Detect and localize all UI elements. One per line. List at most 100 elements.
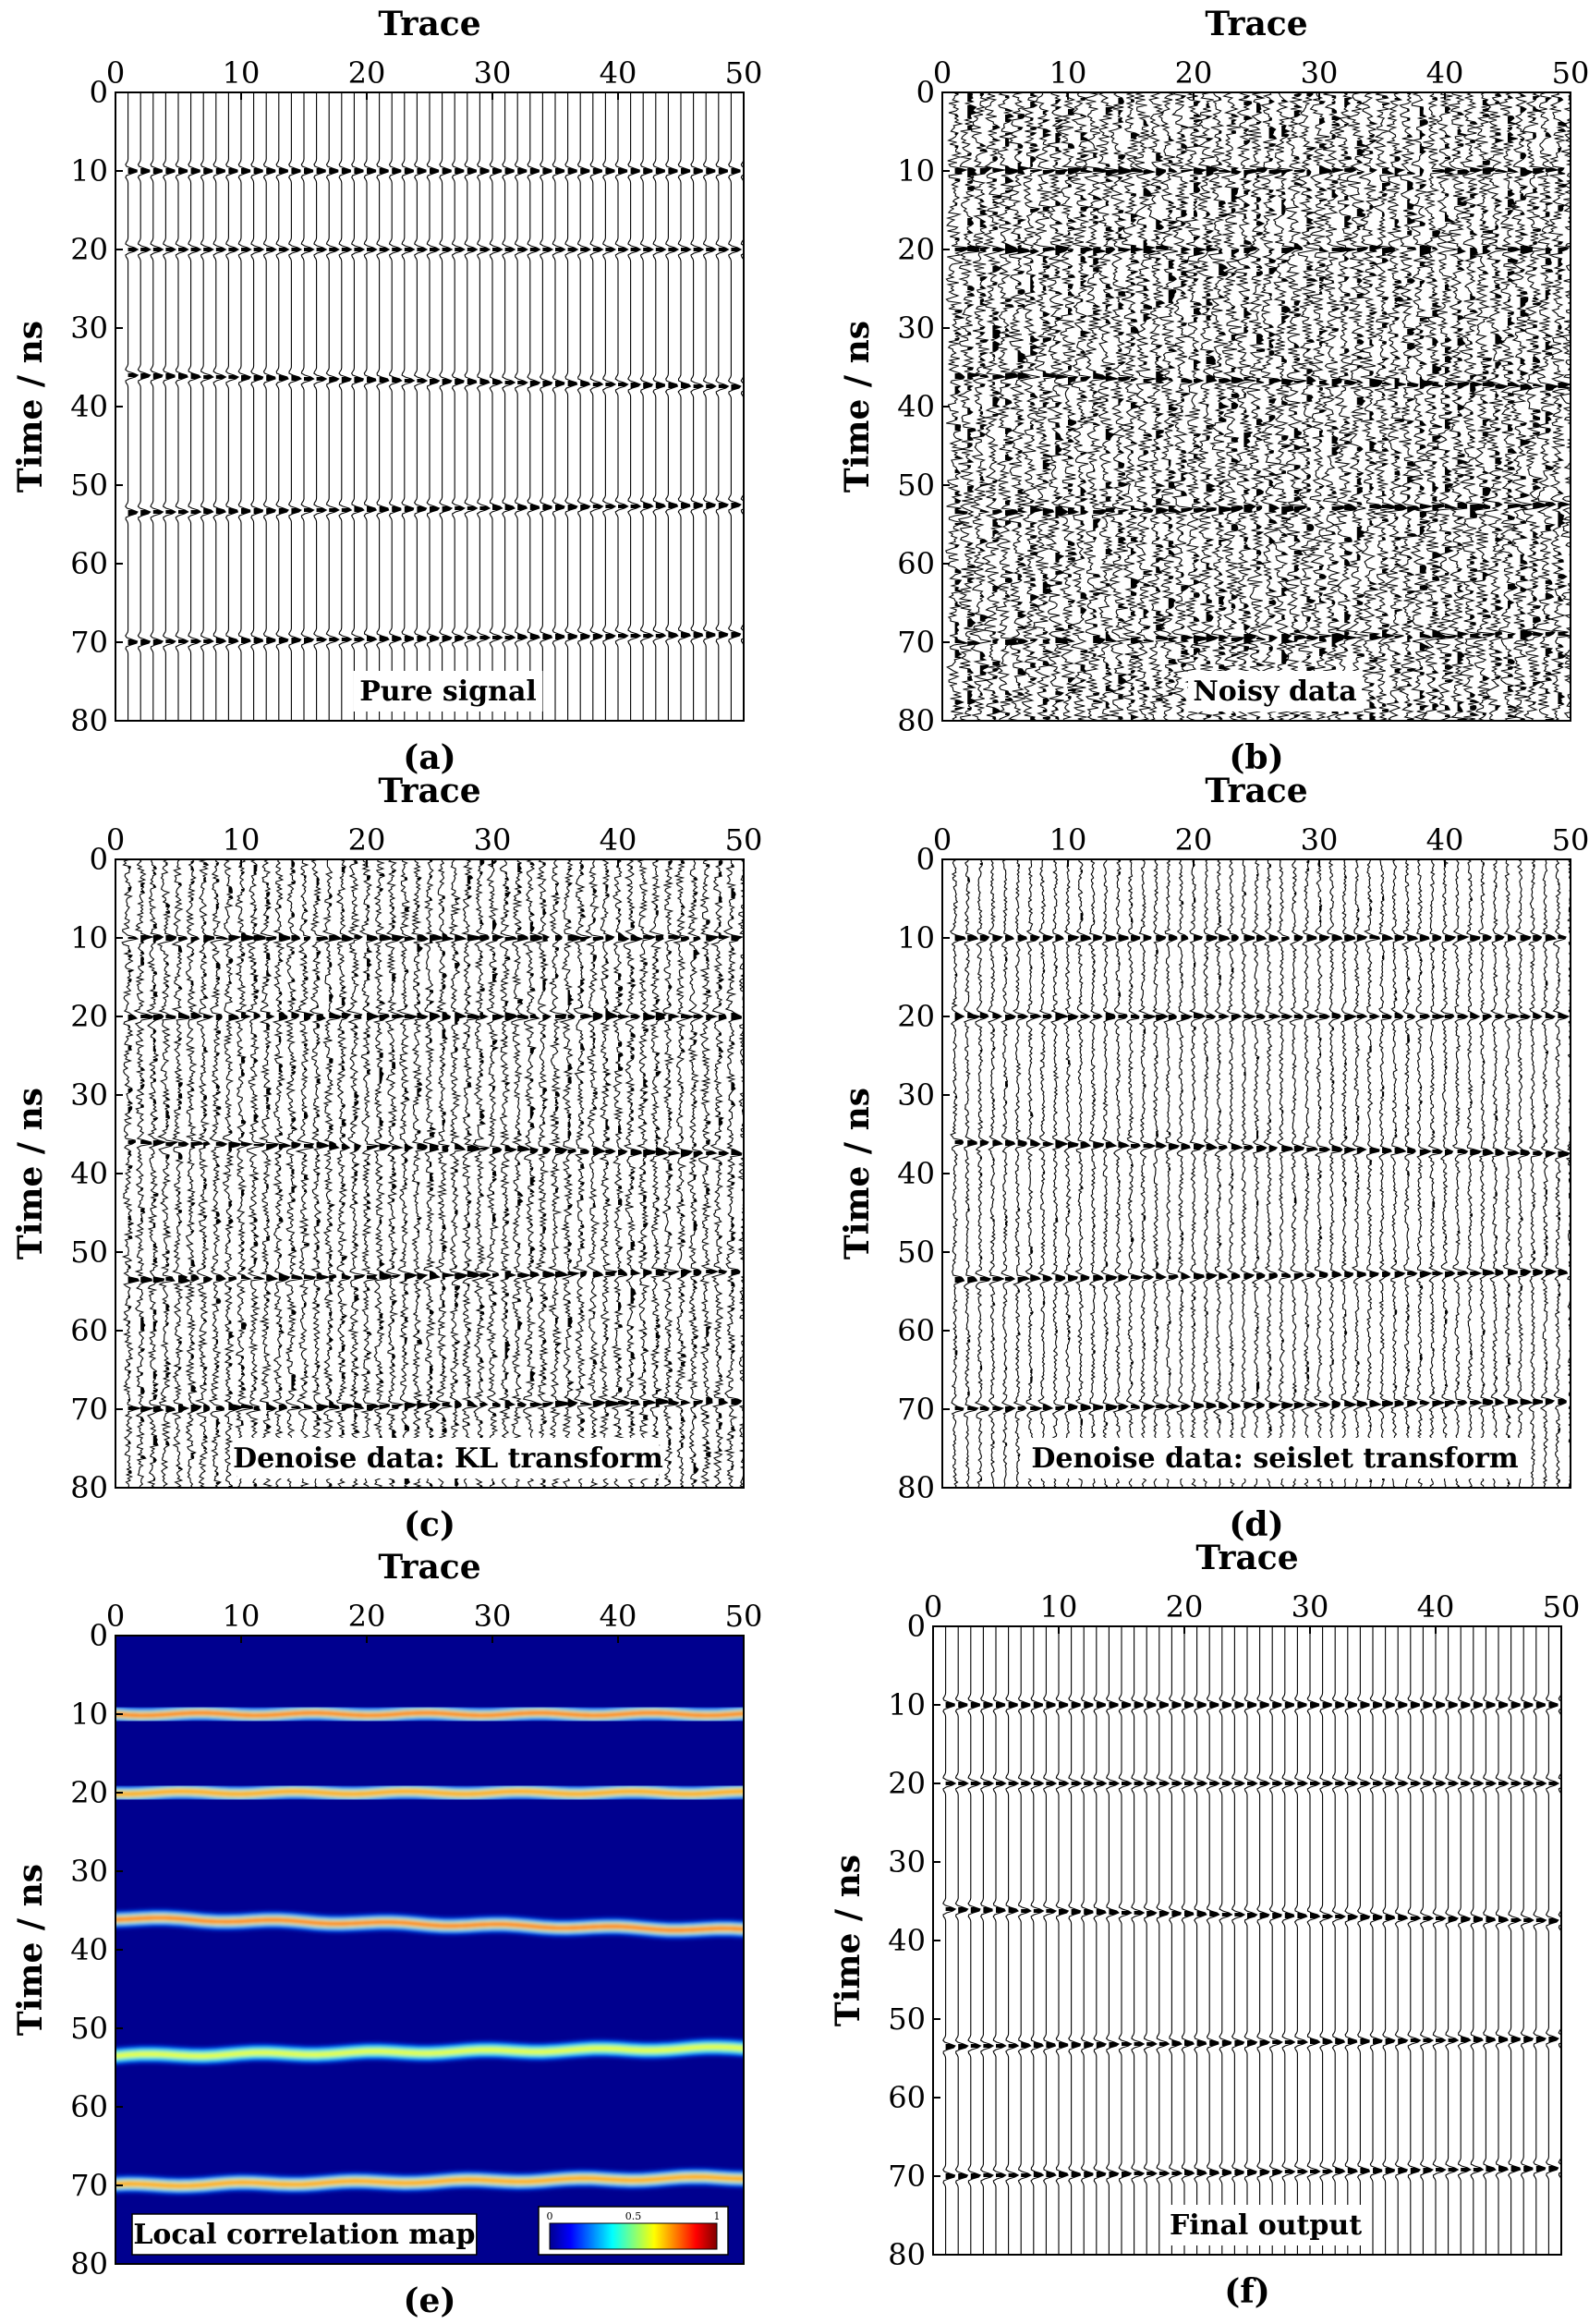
trace-wiggle <box>949 859 966 1488</box>
correlation-band <box>115 2168 744 2195</box>
trace-wiggle <box>448 859 468 1488</box>
trace-wiggle <box>1502 859 1522 1488</box>
x-tick-label: 50 <box>1543 1589 1581 1624</box>
trace-wiggle <box>1489 859 1506 1488</box>
trace-wiggle <box>1019 92 1045 721</box>
trace-wiggle <box>294 859 317 1488</box>
trace-wiggle <box>614 92 629 721</box>
trace-wiggle <box>1394 1626 1409 2255</box>
trace-wiggle <box>1289 859 1306 1488</box>
panel-letter: (b) <box>1229 738 1283 777</box>
trace-wiggle <box>137 92 152 721</box>
trace-wiggle <box>1471 92 1498 721</box>
plot-area <box>121 859 744 1488</box>
trace-wiggle <box>1239 859 1257 1488</box>
trace-wiggle <box>1119 92 1145 721</box>
y-tick-label: 60 <box>888 2080 926 2115</box>
plot-area <box>949 859 1571 1488</box>
trace-wiggle <box>1044 92 1070 721</box>
x-tick-label: 40 <box>600 1599 637 1634</box>
y-tick-label: 70 <box>70 2168 108 2203</box>
trace-wiggle <box>1017 1626 1032 2255</box>
trace-wiggle <box>1146 92 1170 721</box>
x-tick-label: 0 <box>933 55 952 91</box>
trace-wiggle <box>1156 1626 1171 2255</box>
y-tick-label: 40 <box>70 1932 108 1967</box>
trace-wiggle <box>1343 92 1369 721</box>
trace-wiggle <box>1212 859 1231 1488</box>
y-tick-label: 40 <box>897 1156 935 1191</box>
trace-wiggle <box>146 859 167 1488</box>
trace-wiggle <box>1382 1626 1397 2255</box>
trace-wiggle <box>1306 1626 1321 2255</box>
correlation-band <box>115 1783 744 1803</box>
trace-wiggle <box>156 859 179 1488</box>
y-axis-label: Time / ns <box>829 1855 867 2026</box>
y-tick-label: 0 <box>90 842 108 877</box>
trace-wiggle <box>636 859 658 1488</box>
y-tick-label: 40 <box>888 1923 926 1958</box>
trace-wiggle <box>1013 859 1031 1488</box>
y-tick-label: 60 <box>897 546 935 581</box>
trace-wiggle <box>1565 859 1571 1488</box>
y-tick-label: 80 <box>70 1470 108 1505</box>
trace-wiggle <box>690 92 705 721</box>
y-tick-label: 30 <box>70 1854 108 1889</box>
y-tick-label: 80 <box>70 703 108 738</box>
trace-wiggle <box>1156 92 1183 721</box>
x-tick-label: 40 <box>1417 1589 1455 1624</box>
axis-title: Trace <box>1205 5 1307 43</box>
trace-wiggle <box>1377 859 1394 1488</box>
x-tick-label: 10 <box>223 55 261 91</box>
trace-wiggle <box>1434 92 1460 721</box>
trace-wiggle <box>576 92 591 721</box>
trace-wiggle <box>262 92 277 721</box>
trace-wiggle <box>471 859 491 1488</box>
trace-wiggle <box>125 92 139 721</box>
x-tick-label: 0 <box>106 55 125 91</box>
trace-wiggle <box>673 859 696 1488</box>
trace-wiggle <box>1514 859 1534 1488</box>
trace-wiggle <box>1194 92 1220 721</box>
trace-wiggle <box>1520 1626 1534 2255</box>
trace-wiggle <box>1082 92 1107 721</box>
trace-wiggle <box>1495 1626 1510 2255</box>
x-tick-label: 30 <box>1301 55 1339 91</box>
panel-letter: (a) <box>403 738 455 777</box>
plot-area <box>942 1626 1561 2255</box>
trace-wiggle <box>1331 1626 1346 2255</box>
trace-wiggle <box>1445 1626 1460 2255</box>
annotation-box <box>1025 1438 1525 1478</box>
trace-wiggle <box>376 92 391 721</box>
trace-wiggle <box>1055 1626 1070 2255</box>
trace-wiggle <box>1301 859 1320 1488</box>
trace-wiggle <box>981 92 1007 721</box>
axis-title: Trace <box>1205 772 1307 810</box>
trace-wiggle <box>1314 859 1331 1488</box>
trace-wiggle <box>1125 859 1144 1488</box>
panel-f: Trace 0 10 20 30 40 50 0 10 20 30 40 50 60 70 80 Time / … <box>829 1539 1580 2311</box>
trace-wiggle <box>1030 1626 1045 2255</box>
y-tick-label: 50 <box>70 1235 108 1270</box>
trace-wiggle <box>1408 92 1434 721</box>
trace-wiggle <box>363 92 378 721</box>
trace-wiggle <box>287 92 303 721</box>
trace-wiggle <box>715 92 730 721</box>
trace-wiggle <box>1439 859 1457 1488</box>
trace-wiggle <box>300 92 315 721</box>
x-tick-label: 10 <box>1049 822 1087 858</box>
trace-wiggle <box>498 859 519 1488</box>
trace-wiggle <box>1074 859 1092 1488</box>
trace-wiggle <box>325 92 340 721</box>
y-tick-label: 20 <box>897 999 935 1034</box>
trace-wiggle <box>1250 859 1268 1488</box>
x-tick-label: 10 <box>1040 1589 1078 1624</box>
x-tick-label: 40 <box>600 822 637 858</box>
trace-wiggle <box>1087 859 1105 1488</box>
colorbar <box>549 2222 718 2250</box>
trace-wiggle <box>1256 1626 1271 2255</box>
trace-wiggle <box>1188 859 1207 1488</box>
trace-wiggle <box>1466 859 1483 1488</box>
panel-annotation: Noisy data <box>1193 675 1356 708</box>
trace-wiggle <box>422 859 443 1488</box>
